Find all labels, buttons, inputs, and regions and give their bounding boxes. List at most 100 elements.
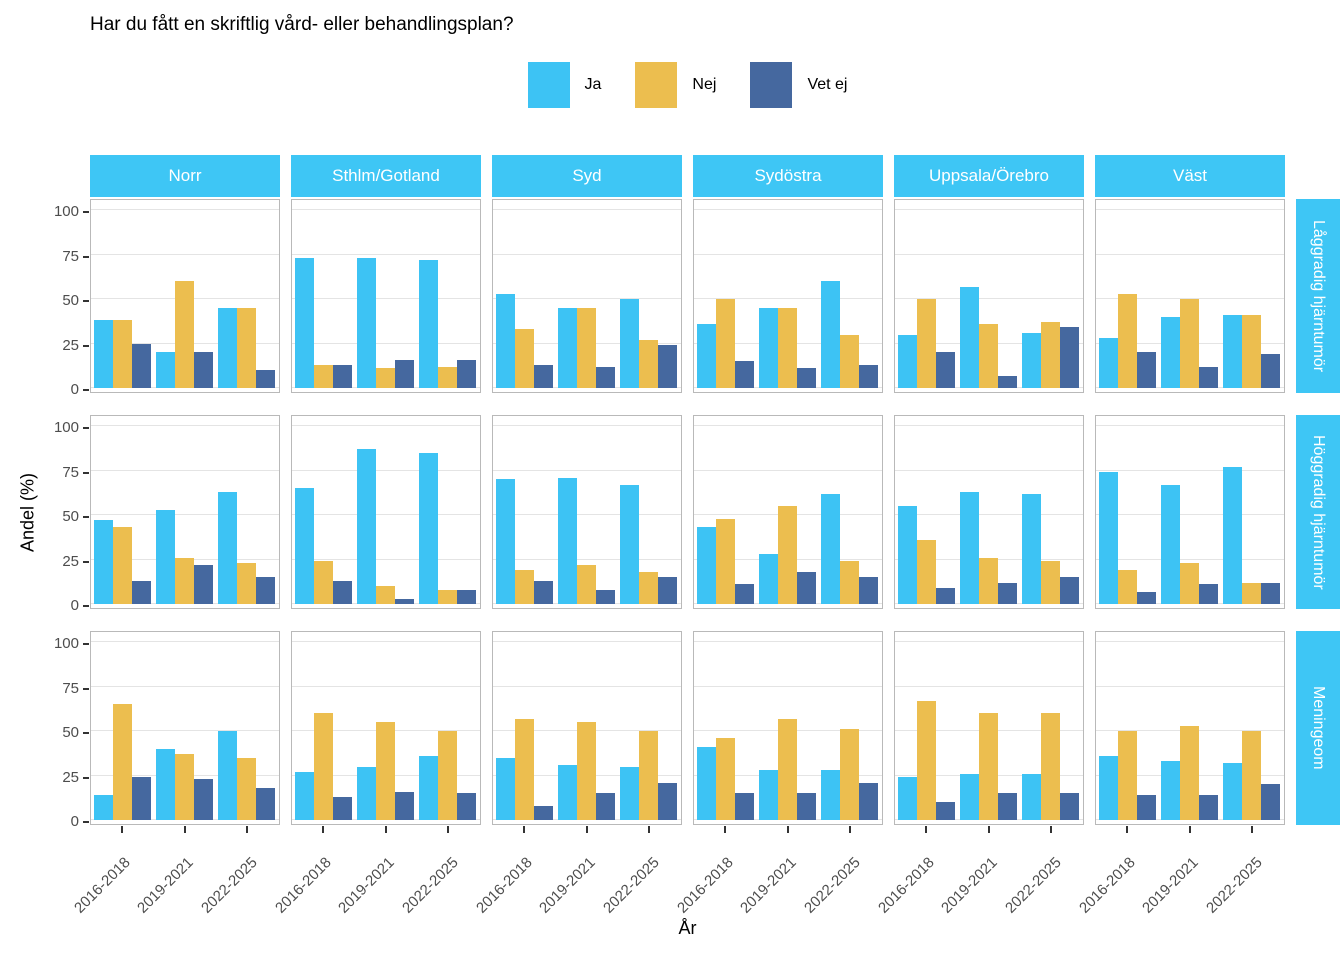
bar [93, 520, 113, 604]
y-tick-label: 100 [53, 419, 79, 436]
legend-label: Nej [692, 76, 717, 93]
bar [734, 584, 754, 604]
legend-item: Vet ej [750, 62, 847, 108]
chart-panel [693, 631, 883, 833]
x-tick-mark [585, 826, 588, 833]
gridline [895, 641, 1083, 642]
bar [859, 364, 879, 388]
gridline [493, 469, 681, 471]
bar [658, 345, 678, 388]
bar [596, 366, 615, 388]
bar [960, 491, 979, 604]
x-tick-label: 2016-2018 [70, 854, 134, 917]
legend-swatch-vet-ej [750, 62, 793, 108]
bar [438, 589, 458, 604]
gridline [1096, 558, 1284, 560]
x-tick-label: 2019-2021 [938, 854, 1002, 917]
chart-panel [291, 199, 481, 393]
bar [797, 368, 816, 388]
bar [1098, 755, 1118, 820]
gridline [694, 209, 882, 210]
facet-row: 0 25 50 75 100 Meningeom [54, 631, 1340, 833]
gridline [895, 469, 1083, 471]
bar [1117, 293, 1137, 388]
bar [376, 722, 395, 820]
bar [840, 334, 860, 388]
bar [112, 704, 132, 820]
gridline [292, 342, 480, 344]
x-tick-mark [1250, 826, 1253, 833]
bar [1098, 472, 1118, 604]
bar [1117, 731, 1137, 820]
bar [495, 479, 515, 604]
x-tick-mark [848, 826, 851, 833]
y-tick-mark [83, 300, 89, 302]
y-tick-label: 25 [62, 552, 79, 570]
bar [218, 307, 238, 388]
bar [514, 570, 534, 604]
y-tick-mark [83, 560, 89, 563]
bar [998, 375, 1017, 388]
strip-spacer [1296, 847, 1340, 943]
bar [639, 339, 659, 388]
bar [112, 320, 132, 388]
bar [156, 748, 175, 820]
chart-panel: 0 25 50 75 100 [54, 199, 280, 398]
legend-label: Ja [584, 76, 602, 93]
gridline [895, 253, 1083, 255]
bar [313, 364, 333, 388]
chart-panel [492, 415, 682, 609]
bar [859, 577, 879, 604]
gridline [91, 685, 279, 687]
y-tick-mark [83, 255, 89, 258]
y-tick-label: 0 [70, 381, 79, 398]
y-tick-mark [83, 732, 89, 734]
bar [376, 368, 395, 388]
bar [93, 795, 113, 820]
bar [935, 587, 955, 604]
y-tick-label: 0 [70, 813, 79, 830]
bar [935, 802, 955, 820]
bar [960, 773, 979, 820]
y-tick-label: 75 [62, 247, 79, 265]
x-tick-mark [183, 826, 186, 833]
chart-panel [492, 199, 682, 393]
bar [313, 561, 333, 604]
bar [495, 293, 515, 388]
bar [859, 782, 879, 820]
bar [821, 281, 841, 388]
x-tick-label: 2022-2025 [1001, 854, 1065, 917]
y-tick-label: 75 [62, 679, 79, 697]
bar [558, 764, 577, 820]
bar [1199, 584, 1218, 604]
bar [1180, 725, 1199, 820]
gridline [1096, 298, 1284, 299]
y-axis-title: Andel (%) [17, 472, 38, 553]
bar [332, 364, 352, 388]
x-tick-mark [446, 826, 449, 833]
bar [218, 491, 238, 604]
gridline [895, 514, 1083, 515]
bar [175, 281, 194, 388]
gridline [895, 425, 1083, 426]
bar [979, 557, 998, 604]
chart-panel [693, 199, 883, 393]
x-tick-mark [523, 826, 526, 833]
bar [376, 586, 395, 604]
x-tick-mark [322, 826, 325, 833]
bar [759, 770, 778, 820]
bar [577, 722, 596, 820]
bar [256, 370, 276, 388]
bar [438, 731, 458, 820]
gridline [1096, 425, 1284, 426]
bar [533, 364, 553, 388]
x-tick-mark [647, 826, 650, 833]
x-tick-mark [1188, 826, 1191, 833]
bar [998, 582, 1017, 604]
gridline [694, 641, 882, 642]
bar [175, 557, 194, 604]
bar [395, 598, 414, 604]
chart-panel: 0 25 50 75 100 [54, 631, 280, 833]
y-tick-mark [83, 211, 89, 213]
bar [1180, 563, 1199, 604]
